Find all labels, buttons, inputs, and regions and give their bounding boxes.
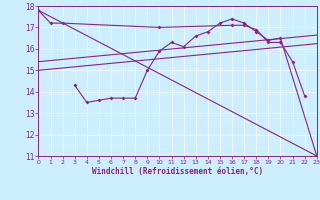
X-axis label: Windchill (Refroidissement éolien,°C): Windchill (Refroidissement éolien,°C): [92, 167, 263, 176]
